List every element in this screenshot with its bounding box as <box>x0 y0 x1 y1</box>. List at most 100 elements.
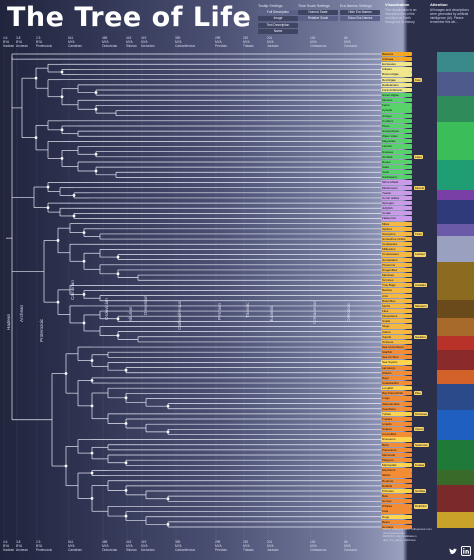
species-label-21[interactable]: Roses <box>381 159 412 165</box>
species-label-49[interactable]: Moths <box>381 303 412 308</box>
species-label-40[interactable]: Nematodes <box>381 257 412 262</box>
species-label-54[interactable]: Clams <box>381 329 412 334</box>
species-label-68[interactable]: Salamanders <box>381 401 412 406</box>
species-label-26[interactable]: Mushrooms <box>381 185 412 190</box>
species-label-38[interactable]: Millipedes <box>381 247 412 252</box>
species-label-55[interactable]: Squids <box>381 334 412 339</box>
species-label-48[interactable]: Butterflies <box>381 298 412 303</box>
species-label-6[interactable]: Radiolarians <box>381 82 412 87</box>
species-label-15[interactable]: Gnetophytes <box>381 129 412 134</box>
species-label-4[interactable]: Brown Algae <box>381 72 412 77</box>
species-tag-14[interactable]: Dolphins <box>414 504 428 509</box>
species-label-16[interactable]: Water Lilies <box>381 134 412 139</box>
species-label-52[interactable]: Snails <box>381 319 412 324</box>
species-label-80[interactable]: Marsupials <box>381 463 412 468</box>
species-label-88[interactable]: Whales <box>381 504 412 509</box>
species-label-67[interactable]: Frogs <box>381 396 412 401</box>
species-label-64[interactable]: Coelacanths <box>381 380 412 386</box>
species-label-65[interactable]: Lungfish <box>381 386 412 391</box>
species-label-79[interactable]: Platypus <box>381 458 412 463</box>
species-label-32[interactable]: Flatworms <box>381 216 412 221</box>
species-label-22[interactable]: Oaks <box>381 165 412 170</box>
species-label-62[interactable]: Sharks <box>381 370 412 375</box>
species-label-24[interactable]: Sunflowers <box>381 175 412 180</box>
species-label-83[interactable]: Rodents <box>381 478 412 483</box>
species-label-10[interactable]: Ferns <box>381 103 412 108</box>
twitter-icon[interactable] <box>448 546 458 556</box>
species-label-18[interactable]: Laurels <box>381 144 412 149</box>
species-label-70[interactable]: Turtles <box>381 411 412 416</box>
species-tag-0[interactable]: Kelp <box>414 77 423 82</box>
normal-scale-button[interactable]: Normal Scale <box>298 10 338 15</box>
species-label-74[interactable]: Crocodiles <box>381 432 412 437</box>
species-label-41[interactable]: Pinworms <box>381 262 412 267</box>
name-button[interactable]: Name <box>258 29 298 35</box>
species-tag-3[interactable]: Ticks <box>414 231 423 237</box>
species-label-78[interactable]: Mammals <box>381 452 412 458</box>
species-tag-1[interactable]: Lilies <box>414 154 423 159</box>
species-label-2[interactable]: Excavates <box>381 62 412 67</box>
species-label-77[interactable]: Pterosaurs <box>381 447 412 452</box>
species-label-50[interactable]: Flies <box>381 308 412 314</box>
species-label-53[interactable]: Slugs <box>381 324 412 329</box>
linkedin-icon[interactable] <box>461 546 471 556</box>
species-label-35[interactable]: Scorpions <box>381 231 412 237</box>
relative-scale-button[interactable]: Relative Scale <box>298 16 338 22</box>
species-label-14[interactable]: Pines <box>381 123 412 129</box>
species-label-25[interactable]: Slime Molds <box>381 180 412 185</box>
species-label-17[interactable]: Magnolias <box>381 139 412 144</box>
species-label-46[interactable]: Beetles <box>381 288 412 293</box>
species-label-58[interactable]: Starfish <box>381 350 412 355</box>
species-label-92[interactable]: Humans <box>381 524 412 530</box>
species-label-81[interactable]: Elephants <box>381 468 412 473</box>
species-label-9[interactable]: Mosses <box>381 98 412 103</box>
species-label-27[interactable]: Yeasts <box>381 190 412 195</box>
show-era-names-button[interactable]: Show Era Names <box>340 16 380 22</box>
species-tag-9[interactable]: Tortoises <box>414 411 429 416</box>
species-label-90[interactable]: Dogs <box>381 514 412 519</box>
species-label-82[interactable]: Sloths <box>381 473 412 478</box>
species-label-42[interactable]: Dragonflies <box>381 267 412 273</box>
species-label-87[interactable]: Horses <box>381 499 412 504</box>
species-label-43[interactable]: Mantises <box>381 272 412 278</box>
species-label-3[interactable]: Ciliates <box>381 67 412 72</box>
species-label-86[interactable]: Bats <box>381 494 412 499</box>
species-tag-12[interactable]: Koalas <box>414 463 426 468</box>
species-tag-2[interactable]: Morels <box>414 185 426 190</box>
species-label-39[interactable]: Crustaceans <box>381 252 412 257</box>
species-label-47[interactable]: Ants <box>381 293 412 298</box>
species-label-13[interactable]: Conifers <box>381 118 412 123</box>
species-label-45[interactable]: True Bugs <box>381 283 412 288</box>
species-label-85[interactable]: Primates <box>381 488 412 494</box>
species-label-33[interactable]: Mites <box>381 221 412 226</box>
species-label-56[interactable]: Octopus <box>381 339 412 344</box>
full-description-button[interactable]: Full Description <box>258 10 298 15</box>
species-label-5[interactable]: Red Algae <box>381 77 412 82</box>
species-label-91[interactable]: Bears <box>381 519 412 524</box>
species-label-0[interactable]: Bacteria <box>381 51 412 57</box>
species-label-71[interactable]: Tuatara <box>381 416 412 422</box>
species-label-31[interactable]: Corals <box>381 211 412 216</box>
species-label-76[interactable]: Birds <box>381 442 412 447</box>
species-tag-5[interactable]: Cicadas <box>414 283 427 288</box>
species-label-44[interactable]: Termites <box>381 278 412 283</box>
species-label-11[interactable]: Cycads <box>381 108 412 113</box>
species-label-69[interactable]: Caecilians <box>381 406 412 411</box>
species-tag-13[interactable]: Gorillas <box>414 488 427 494</box>
hide-era-names-button[interactable]: Hide Era Names <box>340 10 380 15</box>
species-label-51[interactable]: Mosquitoes <box>381 314 412 319</box>
species-label-30[interactable]: Jellyfish <box>381 206 412 211</box>
species-tag-4[interactable]: Lobster <box>414 252 427 257</box>
species-label-1[interactable]: Archaea <box>381 57 412 62</box>
species-label-29[interactable]: Sponges <box>381 200 412 206</box>
species-tag-7[interactable]: Nautilus <box>414 334 427 339</box>
species-label-73[interactable]: Snakes <box>381 427 412 432</box>
species-tag-8[interactable]: Pike <box>414 391 422 396</box>
species-label-23[interactable]: Cacti <box>381 170 412 175</box>
species-label-7[interactable]: Foraminiferans <box>381 87 412 93</box>
species-tag-10[interactable]: Vipers <box>414 427 425 432</box>
species-label-75[interactable]: Dinosaurs <box>381 437 412 442</box>
species-label-66[interactable]: Ray-finned Fish <box>381 391 412 396</box>
image-button[interactable]: Image <box>258 16 298 22</box>
species-label-19[interactable]: Grasses <box>381 149 412 154</box>
